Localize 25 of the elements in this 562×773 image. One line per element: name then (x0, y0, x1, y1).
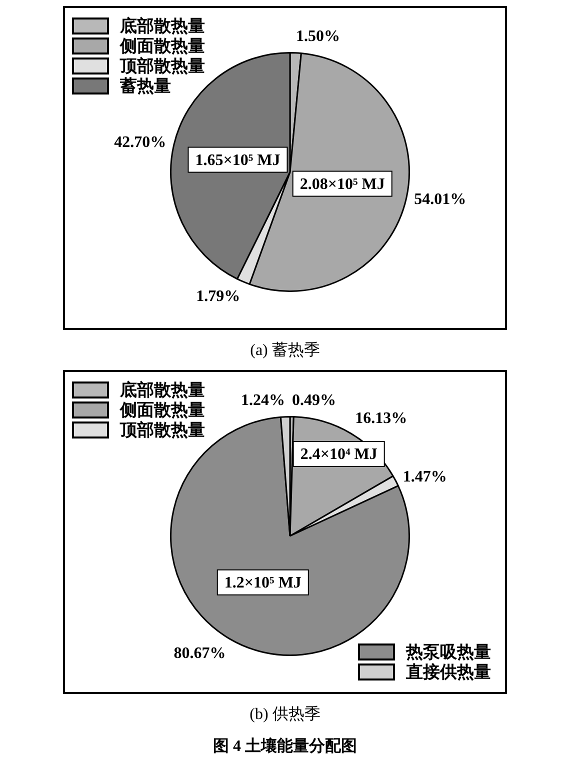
text: (b) 供热季 (248, 704, 322, 725)
caption: 图 4 土壤能量分配图 (212, 736, 358, 757)
legend-label: 顶部散热量 (119, 56, 205, 76)
legend-label: 顶部散热量 (119, 420, 205, 440)
legend-label: 底部散热量 (119, 380, 205, 400)
data-label: 80.67% (174, 644, 226, 662)
data-label: 0.49% (292, 392, 336, 409)
data-label: 1.50% (296, 28, 340, 46)
text: 1.65×10⁵ MJ (195, 152, 280, 169)
legend-label: 蓄热量 (119, 76, 171, 96)
data-label: 1.47% (402, 468, 447, 486)
legend-label: 直接供热量 (405, 662, 491, 682)
legend-label: 热泵吸热量 (405, 642, 491, 662)
data-label: 1.79% (196, 288, 240, 306)
text: (a) 蓄热季 (249, 340, 321, 361)
legend-label: 底部散热量 (119, 16, 205, 36)
text: 2.08×10⁵ MJ (300, 176, 385, 193)
data-label: 1.24% (241, 392, 286, 409)
data-label: 16.13% (355, 410, 408, 427)
legend-label: 侧面散热量 (119, 400, 205, 420)
data-label: 54.01% (414, 190, 466, 208)
text: 2.4×10⁴ MJ (300, 446, 378, 464)
text: 1.2×10⁵ MJ (224, 574, 302, 592)
legend-label: 侧面散热量 (119, 36, 205, 56)
data-label: 42.70% (114, 134, 166, 152)
